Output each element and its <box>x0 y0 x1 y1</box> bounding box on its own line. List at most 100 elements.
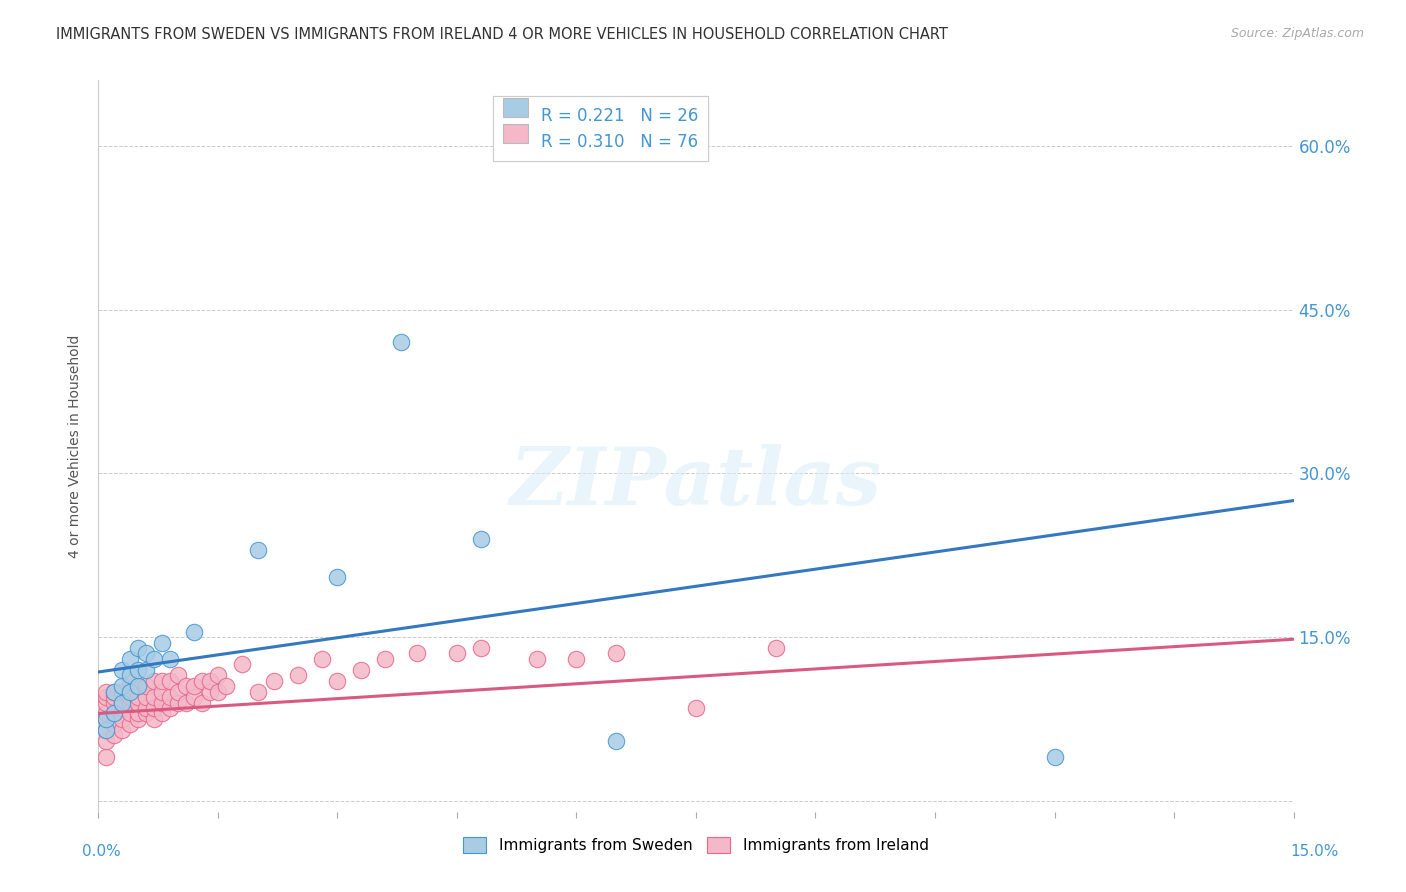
Point <box>96 712 118 726</box>
Point <box>120 668 142 682</box>
Point <box>135 663 157 677</box>
Point <box>150 673 173 688</box>
Point <box>103 690 125 704</box>
Point <box>135 706 157 721</box>
Point <box>96 723 118 737</box>
Point <box>135 679 157 693</box>
Point <box>526 652 548 666</box>
Point <box>446 647 468 661</box>
Point <box>120 717 142 731</box>
Point <box>127 690 149 704</box>
Point <box>103 684 125 698</box>
Point <box>143 690 166 704</box>
Point <box>470 640 492 655</box>
Text: 15.0%: 15.0% <box>1291 845 1339 859</box>
Point <box>127 679 149 693</box>
Point <box>96 723 118 737</box>
Point <box>167 684 190 698</box>
Point <box>120 696 142 710</box>
Point <box>374 652 396 666</box>
Point <box>311 652 333 666</box>
Point <box>605 647 627 661</box>
Point <box>246 542 269 557</box>
Point <box>96 733 118 747</box>
Point <box>215 679 238 693</box>
Point <box>120 706 142 721</box>
Point <box>150 696 173 710</box>
Point <box>127 712 149 726</box>
Point <box>183 690 205 704</box>
Point <box>143 673 166 688</box>
Point <box>143 652 166 666</box>
Point <box>167 696 190 710</box>
Point <box>207 668 229 682</box>
Point <box>183 679 205 693</box>
Point <box>111 696 134 710</box>
Point <box>159 690 181 704</box>
Text: 0.0%: 0.0% <box>82 845 121 859</box>
Point <box>103 706 125 721</box>
Point <box>120 673 142 688</box>
Point <box>120 684 142 698</box>
Point <box>326 673 349 688</box>
Point <box>150 635 173 649</box>
Point <box>103 696 125 710</box>
Point <box>470 532 492 546</box>
Point <box>111 679 134 693</box>
Text: ZIPatlas: ZIPatlas <box>510 444 882 521</box>
Point <box>263 673 285 688</box>
Point <box>191 673 214 688</box>
Point <box>135 647 157 661</box>
Point <box>150 706 173 721</box>
Point <box>565 652 588 666</box>
Point <box>246 684 269 698</box>
Point <box>96 750 118 764</box>
Point <box>685 701 707 715</box>
Point <box>111 712 134 726</box>
Point <box>96 696 118 710</box>
Point <box>1043 750 1066 764</box>
Point <box>143 712 166 726</box>
Legend: R = 0.221   N = 26, R = 0.310   N = 76: R = 0.221 N = 26, R = 0.310 N = 76 <box>492 96 709 161</box>
Point <box>287 668 309 682</box>
Point <box>167 668 190 682</box>
Point <box>231 657 253 672</box>
Point <box>183 624 205 639</box>
Point <box>207 684 229 698</box>
Point <box>565 117 588 131</box>
Point <box>326 570 349 584</box>
Point <box>111 663 134 677</box>
Point <box>350 663 373 677</box>
Text: IMMIGRANTS FROM SWEDEN VS IMMIGRANTS FROM IRELAND 4 OR MORE VEHICLES IN HOUSEHOL: IMMIGRANTS FROM SWEDEN VS IMMIGRANTS FRO… <box>56 27 948 42</box>
Point <box>159 701 181 715</box>
Point <box>111 684 134 698</box>
Point <box>103 684 125 698</box>
Point <box>127 663 149 677</box>
Point <box>120 690 142 704</box>
Point <box>127 640 149 655</box>
Point <box>96 684 118 698</box>
Point <box>135 690 157 704</box>
Point <box>111 701 134 715</box>
Point <box>135 701 157 715</box>
Point <box>159 673 181 688</box>
Point <box>191 696 214 710</box>
Point <box>159 652 181 666</box>
Point <box>198 673 221 688</box>
Point <box>127 706 149 721</box>
Point <box>111 723 134 737</box>
Point <box>96 706 118 721</box>
Point <box>103 717 125 731</box>
Point <box>198 684 221 698</box>
Point <box>103 728 125 742</box>
Point <box>174 679 197 693</box>
Point <box>406 647 429 661</box>
Point <box>605 733 627 747</box>
Point <box>111 696 134 710</box>
Point <box>389 335 412 350</box>
Point <box>96 690 118 704</box>
Point <box>103 706 125 721</box>
Point <box>120 652 142 666</box>
Point <box>127 679 149 693</box>
Point <box>96 712 118 726</box>
